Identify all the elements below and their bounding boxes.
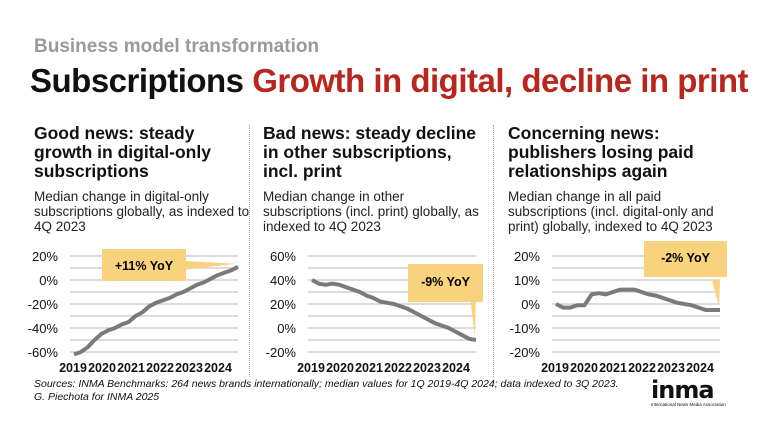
y-tick-label: 20% <box>270 297 296 312</box>
y-tick-label: -10% <box>510 321 541 336</box>
y-tick-label: -40% <box>28 321 59 336</box>
series-line <box>73 265 239 357</box>
divider <box>493 125 494 377</box>
callout-box <box>644 241 727 277</box>
y-tick-label: 20% <box>514 249 540 264</box>
y-tick-label: -20% <box>266 345 297 360</box>
callout-box <box>102 249 186 281</box>
y-tick-label: -60% <box>28 345 59 360</box>
y-tick-label: 0% <box>277 321 296 336</box>
x-tick-label: 2023 <box>657 361 685 375</box>
title-main: Subscriptions <box>30 62 244 99</box>
callout-label: -2% YoY <box>661 251 711 265</box>
chart-digital: 20% 0% -20% -40% -60%2019 2020 2021 2022 2023 202… <box>28 249 239 375</box>
x-tick-label: 2024 <box>686 361 714 375</box>
column-heading: Good news: steady growth in digital-only… <box>34 123 211 181</box>
x-tick-label: 2021 <box>599 361 627 375</box>
x-tick-label: 2020 <box>326 361 354 375</box>
x-tick-label: 2019 <box>59 361 87 375</box>
chart-other: 60% 40% 20% 0% -20%2019 2020 2021 2022 2023 2024 -… <box>266 249 483 375</box>
column-other: Bad news: steady decline in other subscr… <box>263 123 483 235</box>
y-tick-label: 20% <box>32 249 58 264</box>
x-tick-label: 2023 <box>413 361 441 375</box>
x-tick-label: 2020 <box>88 361 116 375</box>
column-subtitle: Median change in digital-only subscripti… <box>34 189 250 234</box>
y-tick-label: 40% <box>270 273 296 288</box>
logo-word: inma <box>651 376 715 404</box>
y-tick-label: 60% <box>270 249 296 264</box>
x-tick-label: 2024 <box>442 361 470 375</box>
title-highlight: Growth in digital, decline in print <box>252 62 749 99</box>
author-line: G. Piechota for INMA 2025 <box>34 391 160 403</box>
y-tick-label: 0% <box>521 297 540 312</box>
x-tick-label: 2022 <box>146 361 174 375</box>
kicker: Business model transformation <box>34 36 320 57</box>
column-heading: Bad news: steady decline in other subscr… <box>263 123 476 181</box>
y-tick-label: 10% <box>514 273 540 288</box>
column-subtitle: Median change in all paid subscriptions … <box>508 189 714 234</box>
callout-box <box>408 264 483 302</box>
x-tick-label: 2022 <box>628 361 656 375</box>
x-tick-label: 2022 <box>384 361 412 375</box>
x-tick-label: 2020 <box>570 361 598 375</box>
callout-label: +11% YoY <box>115 259 174 273</box>
y-tick-label: -20% <box>510 345 541 360</box>
y-tick-label: -20% <box>28 297 59 312</box>
x-tick-label: 2023 <box>175 361 203 375</box>
source-line: Sources: INMA Benchmarks: 264 news brand… <box>34 378 619 390</box>
x-tick-label: 2021 <box>117 361 145 375</box>
divider <box>249 125 250 377</box>
x-tick-label: 2019 <box>541 361 569 375</box>
column-all: Concerning news: publishers losing paid … <box>508 123 728 235</box>
column-heading: Concerning news: publishers losing paid … <box>508 123 694 181</box>
x-tick-label: 2024 <box>204 361 232 375</box>
column-digital: Good news: steady growth in digital-only… <box>34 123 254 235</box>
page-title: Subscriptions Growth in digital, decline… <box>30 62 749 100</box>
inma-logo: inma International News Media Association <box>651 378 731 407</box>
source-note: Sources: INMA Benchmarks: 264 news brand… <box>34 378 618 404</box>
series-line <box>555 287 720 312</box>
callout-label: -9% YoY <box>421 275 471 289</box>
chart-all: 20% 10% 0% -10% -20%2019 2020 2021 2022 2023 2024… <box>510 241 727 375</box>
series-line <box>311 278 477 342</box>
x-tick-label: 2021 <box>355 361 383 375</box>
logo-sub: International News Media Association <box>651 402 726 407</box>
y-tick-label: 0% <box>39 273 58 288</box>
callout-pointer <box>712 280 720 307</box>
column-subtitle: Median change in other subscriptions (in… <box>263 189 479 234</box>
x-tick-label: 2019 <box>297 361 325 375</box>
